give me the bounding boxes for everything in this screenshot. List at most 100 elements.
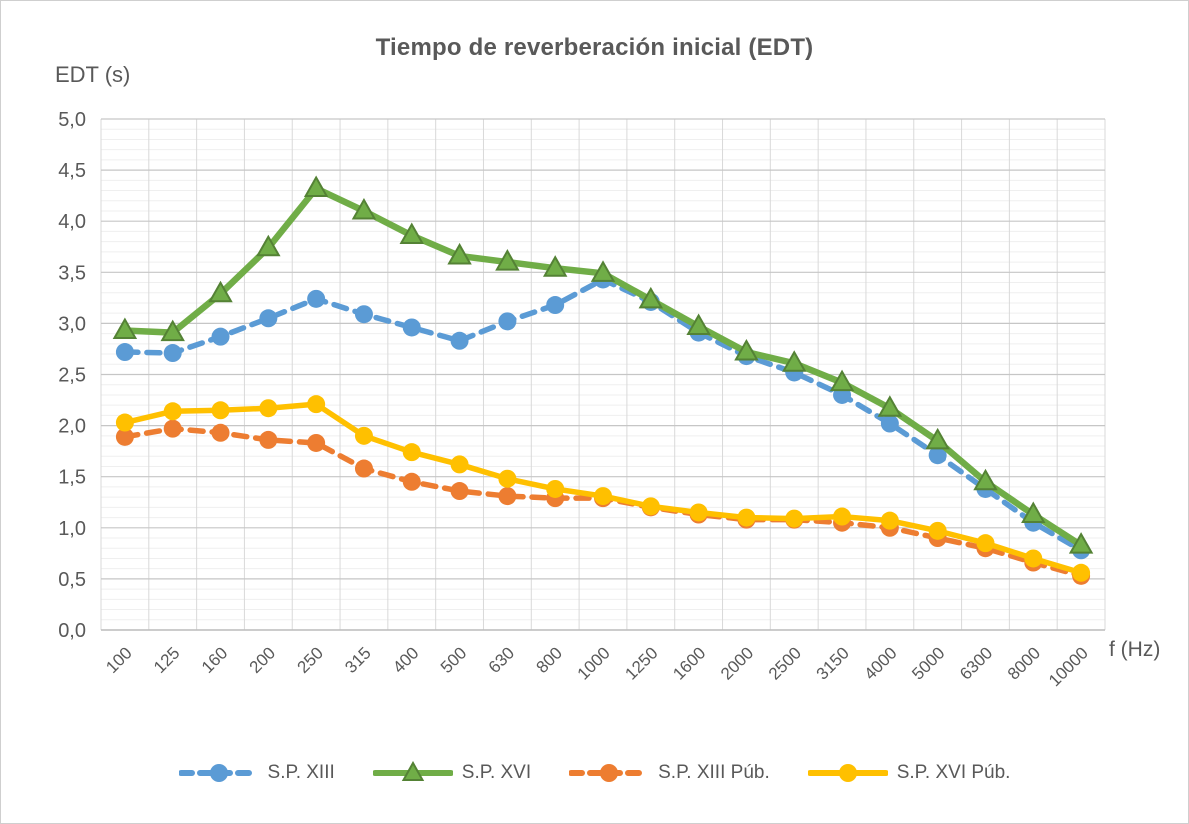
x-tick-label: 2500 xyxy=(765,643,805,683)
x-tick-label: 200 xyxy=(246,643,279,676)
data-point-marker xyxy=(877,395,903,417)
y-tick-label: 0,5 xyxy=(58,569,86,591)
data-point-marker xyxy=(211,401,230,420)
data-point-marker xyxy=(115,343,134,362)
y-tick-label: 2,5 xyxy=(58,365,86,387)
data-point-marker xyxy=(928,446,947,465)
data-point-marker xyxy=(354,459,373,478)
data-point-marker xyxy=(307,289,326,308)
legend-label: S.P. XVI xyxy=(461,762,532,783)
x-tick-label: 160 xyxy=(198,643,231,676)
x-tick-label: 1000 xyxy=(574,643,614,683)
data-point-marker xyxy=(880,414,899,433)
data-point-marker xyxy=(208,280,233,303)
data-point-marker xyxy=(399,222,424,245)
data-point-marker xyxy=(115,427,134,446)
y-tick-label: 2,0 xyxy=(58,416,86,438)
data-point-marker xyxy=(354,305,373,324)
x-tick-label: 10000 xyxy=(1045,643,1092,690)
data-point-marker xyxy=(163,402,182,421)
x-tick-label: 315 xyxy=(341,643,374,676)
legend-item: S.P. XIII xyxy=(178,761,335,785)
y-tick-label: 0,0 xyxy=(58,620,86,642)
data-point-marker xyxy=(1072,563,1091,582)
y-tick-label: 4,5 xyxy=(58,160,86,182)
data-point-marker xyxy=(498,469,517,488)
data-point-marker xyxy=(112,317,138,340)
legend-label: S.P. XIII Púb. xyxy=(658,762,770,783)
data-point-marker xyxy=(880,511,899,530)
y-tick-label: 4,0 xyxy=(58,211,86,233)
data-point-marker xyxy=(498,312,517,331)
legend-swatch-triangle-icon xyxy=(372,761,453,781)
x-tick-label: 8000 xyxy=(1004,643,1044,683)
data-point-marker xyxy=(925,427,950,450)
data-point-marker xyxy=(160,319,185,342)
data-point-marker xyxy=(546,479,565,498)
x-tick-label: 6300 xyxy=(956,643,996,683)
x-tick-label: 2000 xyxy=(717,643,757,683)
data-point-marker xyxy=(402,318,421,337)
x-tick-label: 1250 xyxy=(621,643,661,683)
data-point-marker xyxy=(590,260,616,282)
data-point-marker xyxy=(447,242,472,265)
data-point-marker xyxy=(734,338,759,361)
data-point-marker xyxy=(211,327,230,346)
data-point-marker xyxy=(402,472,421,491)
data-point-marker xyxy=(1068,532,1094,554)
y-tick-label: 1,5 xyxy=(58,467,86,489)
data-point-marker xyxy=(259,399,278,418)
data-point-marker xyxy=(307,433,326,452)
data-point-marker xyxy=(542,255,568,277)
y-tick-label: 1,0 xyxy=(58,518,86,540)
data-point-marker xyxy=(115,413,134,432)
x-tick-label: 630 xyxy=(485,643,518,676)
data-point-marker xyxy=(351,197,377,220)
data-point-marker xyxy=(307,395,326,414)
data-point-marker xyxy=(833,507,852,526)
x-tick-label: 4000 xyxy=(861,643,901,683)
legend-label: S.P. XIII xyxy=(267,762,335,783)
data-point-marker xyxy=(1021,501,1046,524)
data-point-marker xyxy=(1024,549,1043,568)
legend-item: S.P. XIII Púb. xyxy=(569,761,770,785)
data-point-marker xyxy=(450,482,469,501)
data-point-marker xyxy=(354,426,373,445)
data-point-marker xyxy=(303,175,329,197)
data-point-marker xyxy=(973,468,998,491)
legend-swatch-circle-icon xyxy=(807,764,888,782)
data-point-marker xyxy=(594,487,612,506)
data-point-marker xyxy=(495,249,520,271)
legend-item: S.P. XVI Púb. xyxy=(807,761,1011,785)
legend-swatch-circle-icon xyxy=(178,764,259,782)
x-tick-label: 100 xyxy=(102,643,135,676)
data-point-marker xyxy=(641,497,660,516)
data-point-marker xyxy=(163,419,182,438)
data-point-marker xyxy=(638,286,664,309)
data-point-marker xyxy=(256,234,281,257)
x-tick-label: 250 xyxy=(293,643,326,676)
data-point-marker xyxy=(785,509,804,528)
data-point-marker xyxy=(928,521,947,540)
legend-item: S.P. XVI xyxy=(372,761,532,785)
y-axis-title: EDT (s) xyxy=(55,62,131,87)
y-tick-label: 3,0 xyxy=(58,313,86,335)
data-point-marker xyxy=(450,331,469,350)
legend-label: S.P. XVI Púb. xyxy=(896,762,1011,783)
x-tick-label: 400 xyxy=(389,643,422,676)
x-tick-label: 125 xyxy=(150,643,183,676)
data-point-marker xyxy=(402,443,421,462)
data-point-marker xyxy=(259,309,278,328)
y-tick-label: 3,5 xyxy=(58,262,86,284)
data-point-marker xyxy=(546,296,565,315)
data-point-marker xyxy=(259,430,278,449)
data-point-marker xyxy=(163,344,182,363)
y-tick-label: 5,0 xyxy=(58,109,86,131)
data-point-marker xyxy=(737,508,756,527)
data-point-marker xyxy=(976,534,995,553)
chart-title: Tiempo de reverberación inicial (EDT) xyxy=(375,34,814,61)
x-tick-label: 5000 xyxy=(908,643,948,683)
x-tick-label: 500 xyxy=(437,643,470,676)
